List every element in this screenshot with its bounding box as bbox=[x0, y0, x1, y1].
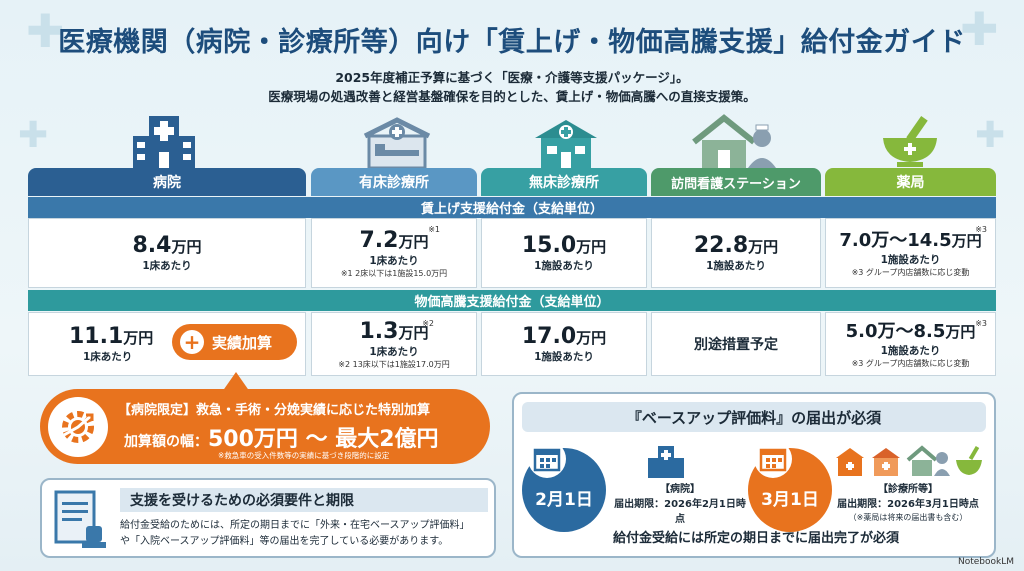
clinic-deadline-note: （※薬局は将来の届出書も含む） bbox=[848, 513, 968, 522]
special-bonus-range: 加算額の幅：500万円 ～ 最大2億円 bbox=[124, 421, 439, 453]
column-header-visiting-nurse: 訪問看護ステーション bbox=[651, 168, 821, 196]
price-note: ※2 13床以下は1施設17.0万円 bbox=[338, 359, 450, 369]
special-bonus-note: ※救急車の受入件数等の実績に基づき段階的に設定 bbox=[218, 451, 390, 460]
price-per: 1施設あたり bbox=[534, 351, 594, 363]
calendar-clock-icon bbox=[754, 440, 792, 478]
price-per: 1床あたり bbox=[83, 351, 133, 363]
wage-amount: 7.0万～14.5 bbox=[839, 230, 952, 251]
footnote-mark: ※3 bbox=[975, 225, 987, 234]
requirements-title: 支援を受けるための必須要件と期限 bbox=[120, 488, 488, 512]
price-note: ※3 グループ内店舗数に応じ変動 bbox=[851, 359, 970, 368]
price-cell-visiting-nurse: 別途措置予定 bbox=[651, 312, 821, 376]
wage-per: 1床あたり bbox=[369, 254, 419, 267]
column-header-no-bed-clinic: 無床診療所 bbox=[481, 168, 647, 196]
price-unit: 万円 bbox=[576, 329, 607, 347]
hospital-small-icon bbox=[646, 444, 686, 482]
wage-amount: 15.0 bbox=[521, 233, 577, 258]
background-cross-icon: ✚ bbox=[26, 4, 65, 58]
hospital-building-icon bbox=[79, 112, 249, 168]
background-cross-icon: ✚ bbox=[960, 2, 999, 56]
wage-cell-visiting-nurse: 22.8万円 1施設あたり bbox=[651, 218, 821, 288]
clinic-deadline-text: 届出期限：2026年3月1日時点 bbox=[837, 499, 979, 510]
mortar-pestle-icon bbox=[825, 112, 995, 168]
calendar-clock-icon bbox=[528, 440, 566, 478]
footnote-mark: ※2 bbox=[422, 319, 434, 328]
nurse-home-icon bbox=[650, 112, 820, 168]
baseup-footer: 給付金受給には所定の期日までに届出完了が必須 bbox=[612, 531, 899, 546]
wage-unit: 万円 bbox=[748, 238, 779, 256]
requirements-line-1: 給付金受給のためには、所定の期日までに「外来・在宅ベースアップ評価料」 bbox=[120, 520, 470, 531]
column-header-hospital: 病院 bbox=[28, 168, 306, 196]
price-unit: 万円 bbox=[945, 323, 976, 341]
price-unit: 万円 bbox=[398, 323, 429, 342]
price-per: 1床あたり bbox=[369, 345, 419, 358]
background-cross-icon: ✚ bbox=[18, 115, 49, 156]
price-amount: 5.0万～8.5 bbox=[845, 321, 946, 342]
performance-bonus-button[interactable]: + 実績加算 bbox=[172, 324, 297, 360]
wage-cell-bed-clinic: ※1 7.2万円 1床あたり ※1 2床以下は1施設15.0万円 bbox=[311, 218, 477, 288]
price-amount: 17.0 bbox=[521, 324, 577, 349]
wage-unit: 万円 bbox=[171, 238, 202, 256]
price-unit: 万円 bbox=[123, 329, 154, 347]
clinic-deadline-info: 【診療所等】 届出期限：2026年3月1日時点 （※薬局は将来の届出書も含む） bbox=[828, 482, 988, 523]
wage-per: 1床あたり bbox=[142, 260, 192, 272]
price-section-bar: 物価高騰支援給付金（支給単位） bbox=[28, 290, 996, 311]
wage-amount: 7.2 bbox=[359, 227, 399, 253]
clinic-icon bbox=[481, 112, 651, 168]
column-header-pharmacy: 薬局 bbox=[825, 168, 996, 196]
wage-note: ※3 グループ内店舗数に応じ変動 bbox=[851, 268, 970, 277]
footnote-mark: ※1 bbox=[428, 225, 440, 234]
plus-icon: + bbox=[180, 330, 204, 354]
hospital-deadline-info: 【病院】 届出期限：2026年2月1日時点 bbox=[610, 482, 750, 527]
hospital-bed-icon bbox=[312, 112, 482, 168]
wage-per: 1施設あたり bbox=[534, 260, 594, 272]
footnote-mark: ※3 bbox=[975, 319, 987, 328]
subtitle-line-2: 医療現場の処遇改善と経営基盤確保を目的とした、賃上げ・物価高騰への直接支援策。 bbox=[268, 89, 756, 104]
hospital-deadline-date: 2月1日 bbox=[535, 489, 593, 510]
wage-amount: 8.4 bbox=[132, 233, 172, 258]
clinic-facility-icons bbox=[834, 444, 984, 482]
wage-unit: 万円 bbox=[951, 232, 982, 250]
wage-cell-hospital: 8.4万円 1床あたり bbox=[28, 218, 306, 288]
price-cell-pharmacy: ※3 5.0万～8.5万円 1施設あたり ※3 グループ内店舗数に応じ変動 bbox=[825, 312, 996, 376]
requirements-box: 支援を受けるための必須要件と期限 給付金受給のためには、所定の期日までに「外来・… bbox=[40, 478, 496, 558]
price-cell-no-bed-clinic: 17.0万円 1施設あたり bbox=[481, 312, 647, 376]
pointer-arrow bbox=[222, 372, 250, 392]
brand-watermark: NotebookLM bbox=[957, 557, 1014, 567]
requirements-line-2: や「入院ベースアップ評価料」等の届出を完了している必要があります。 bbox=[120, 536, 449, 547]
wage-amount: 22.8 bbox=[693, 233, 749, 258]
baseup-panel: 『ベースアップ評価料』の届出が必須 2月1日 【病院】 届出期限：2026年2月… bbox=[512, 392, 996, 558]
special-bonus-amount: 500万円 ～ 最大2億円 bbox=[208, 427, 439, 452]
wage-cell-no-bed-clinic: 15.0万円 1施設あたり bbox=[481, 218, 647, 288]
gear-icon bbox=[48, 397, 108, 457]
price-separate-measure: 別途措置予定 bbox=[694, 337, 778, 353]
clinic-deadline-date: 3月1日 bbox=[761, 489, 819, 510]
hospital-label: 【病院】 bbox=[660, 484, 700, 495]
requirements-text: 給付金受給のためには、所定の期日までに「外来・在宅ベースアップ評価料」 や「入院… bbox=[120, 518, 494, 550]
special-bonus-box: 【病院限定】救急・手術・分娩実績に応じた特別加算 加算額の幅：500万円 ～ 最… bbox=[40, 389, 490, 464]
price-amount: 1.3 bbox=[359, 318, 399, 344]
baseup-title: 『ベースアップ評価料』の届出が必須 bbox=[522, 402, 986, 432]
price-per: 1施設あたり bbox=[880, 345, 941, 357]
price-amount: 11.1 bbox=[69, 324, 124, 349]
background-cross-icon: ✚ bbox=[975, 115, 1006, 156]
subtitle-line-1: 2025年度補正予算に基づく「医療・介護等支援パッケージ」。 bbox=[335, 70, 689, 85]
price-cell-bed-clinic: ※2 1.3万円 1床あたり ※2 13床以下は1施設17.0万円 bbox=[311, 312, 477, 376]
wage-cell-pharmacy: ※3 7.0万～14.5万円 1施設あたり ※3 グループ内店舗数に応じ変動 bbox=[825, 218, 996, 288]
document-icon bbox=[50, 486, 112, 554]
special-bonus-prefix: 加算額の幅： bbox=[124, 434, 208, 450]
special-bonus-heading: 【病院限定】救急・手術・分娩実績に応じた特別加算 bbox=[118, 403, 431, 418]
wage-per: 1施設あたり bbox=[880, 254, 941, 266]
wage-note: ※1 2床以下は1施設15.0万円 bbox=[340, 268, 448, 278]
column-header-bed-clinic: 有床診療所 bbox=[311, 168, 477, 196]
wage-section-bar: 賃上げ支援給付金（支給単位） bbox=[28, 197, 996, 218]
wage-unit: 万円 bbox=[576, 238, 607, 256]
wage-per: 1施設あたり bbox=[706, 260, 766, 272]
wage-unit: 万円 bbox=[398, 232, 429, 251]
performance-bonus-label: 実績加算 bbox=[212, 333, 273, 352]
hospital-deadline-text: 届出期限：2026年2月1日時点 bbox=[614, 499, 746, 525]
page-subtitle: 2025年度補正予算に基づく「医療・介護等支援パッケージ」。 医療現場の処遇改善… bbox=[0, 68, 1024, 106]
page-title: 医療機関（病院・診療所等）向け「賃上げ・物価高騰支援」給付金ガイド bbox=[58, 27, 966, 58]
clinic-label: 【診療所等】 bbox=[878, 484, 938, 495]
